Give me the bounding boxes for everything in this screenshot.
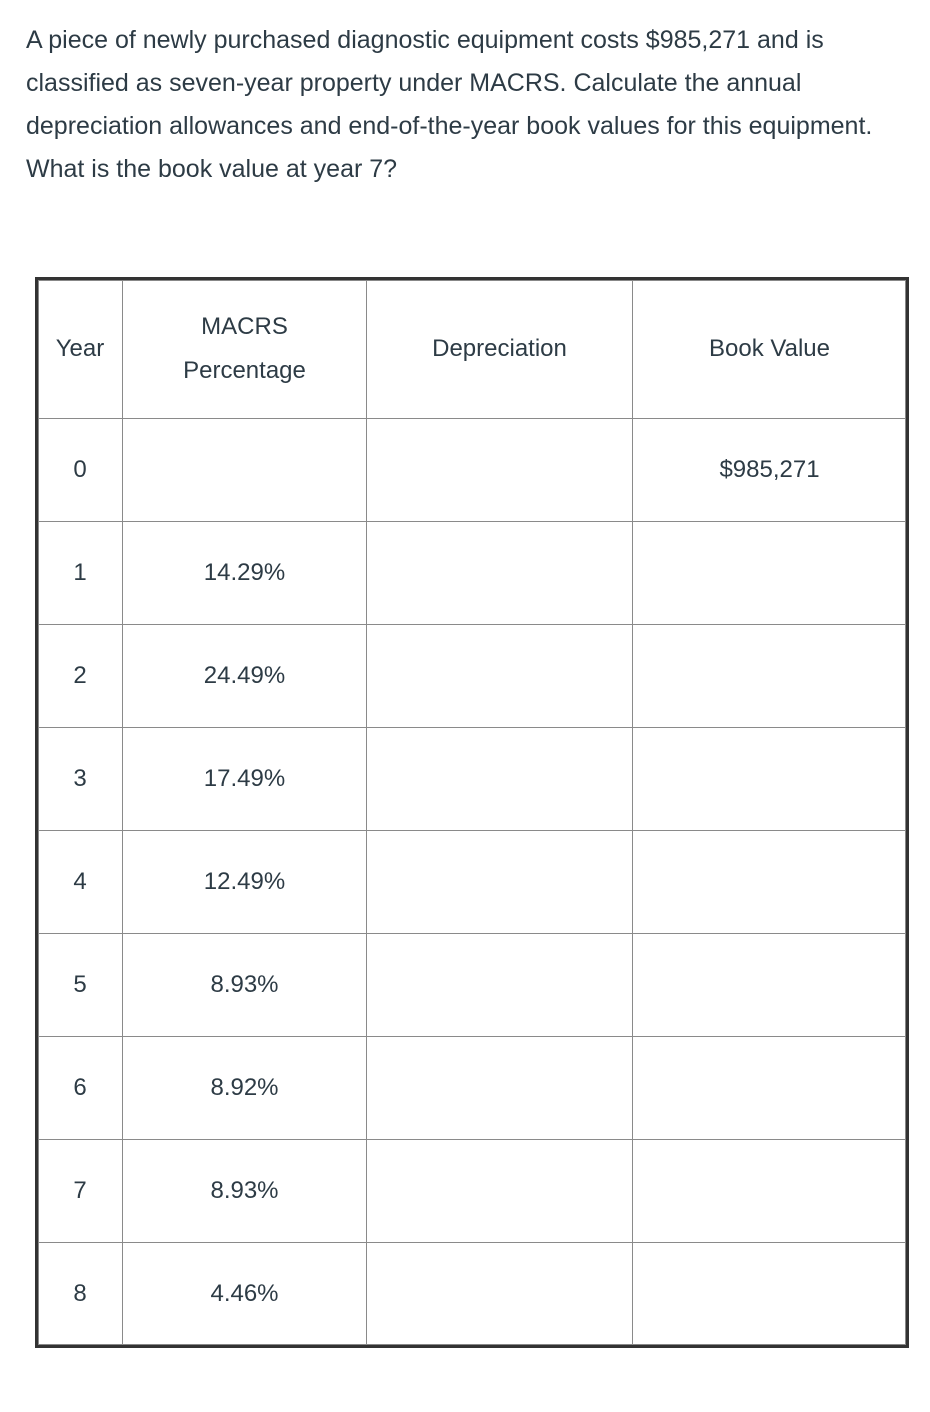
year-cell: 5 — [36, 933, 123, 1037]
year-cell: 8 — [36, 1242, 123, 1347]
header-macrs-line1: MACRS — [201, 313, 288, 340]
book-value-cell — [632, 1139, 908, 1243]
macrs-percentage-cell: 8.92% — [122, 1036, 367, 1140]
year-cell: 2 — [36, 624, 123, 728]
table-row: 2 24.49% — [36, 624, 908, 728]
table-row: 3 17.49% — [36, 727, 908, 831]
macrs-percentage-cell: 8.93% — [122, 1139, 367, 1243]
macrs-percentage-cell: 12.49% — [122, 830, 367, 934]
book-value-cell — [632, 624, 908, 728]
header-depreciation: Depreciation — [366, 278, 633, 419]
header-year: Year — [36, 278, 123, 419]
macrs-percentage-cell: 8.93% — [122, 933, 367, 1037]
macrs-percentage-cell: 4.46% — [122, 1242, 367, 1347]
macrs-percentage-cell: 24.49% — [122, 624, 367, 728]
macrs-table: Year MACRS Percentage Depreciation Book V… — [35, 277, 909, 1348]
question-text: A piece of newly purchased diagnostic eq… — [26, 26, 873, 183]
table-row: 0 $985,271 — [36, 418, 908, 522]
header-book-value: Book Value — [632, 278, 908, 419]
depreciation-cell — [366, 1139, 633, 1243]
book-value-cell — [632, 933, 908, 1037]
macrs-percentage-cell: 17.49% — [122, 727, 367, 831]
depreciation-cell — [366, 830, 633, 934]
book-value-cell — [632, 521, 908, 625]
year-cell: 6 — [36, 1036, 123, 1140]
depreciation-cell — [366, 418, 633, 522]
table-row: 4 12.49% — [36, 830, 908, 934]
header-macrs: MACRS Percentage — [122, 278, 367, 419]
header-macrs-line2: Percentage — [183, 357, 306, 384]
year-cell: 7 — [36, 1139, 123, 1243]
book-value-cell — [632, 727, 908, 831]
book-value-cell: $985,271 — [632, 418, 908, 522]
year-cell: 4 — [36, 830, 123, 934]
year-cell: 0 — [36, 418, 123, 522]
book-value-cell — [632, 1242, 908, 1347]
table-row: 6 8.92% — [36, 1036, 908, 1140]
table-row: 1 14.29% — [36, 521, 908, 625]
depreciation-cell — [366, 521, 633, 625]
depreciation-cell — [366, 727, 633, 831]
header-row: Year MACRS Percentage Depreciation Book V… — [36, 278, 908, 419]
depreciation-cell — [366, 1242, 633, 1347]
year-cell: 3 — [36, 727, 123, 831]
macrs-percentage-cell — [122, 418, 367, 522]
depreciation-cell — [366, 933, 633, 1037]
book-value-cell — [632, 830, 908, 934]
year-cell: 1 — [36, 521, 123, 625]
macrs-percentage-cell: 14.29% — [122, 521, 367, 625]
book-value-cell — [632, 1036, 908, 1140]
table-row: 5 8.93% — [36, 933, 908, 1037]
depreciation-cell — [366, 1036, 633, 1140]
depreciation-cell — [366, 624, 633, 728]
table-row: 7 8.93% — [36, 1139, 908, 1243]
table-row: 8 4.46% — [36, 1242, 908, 1347]
